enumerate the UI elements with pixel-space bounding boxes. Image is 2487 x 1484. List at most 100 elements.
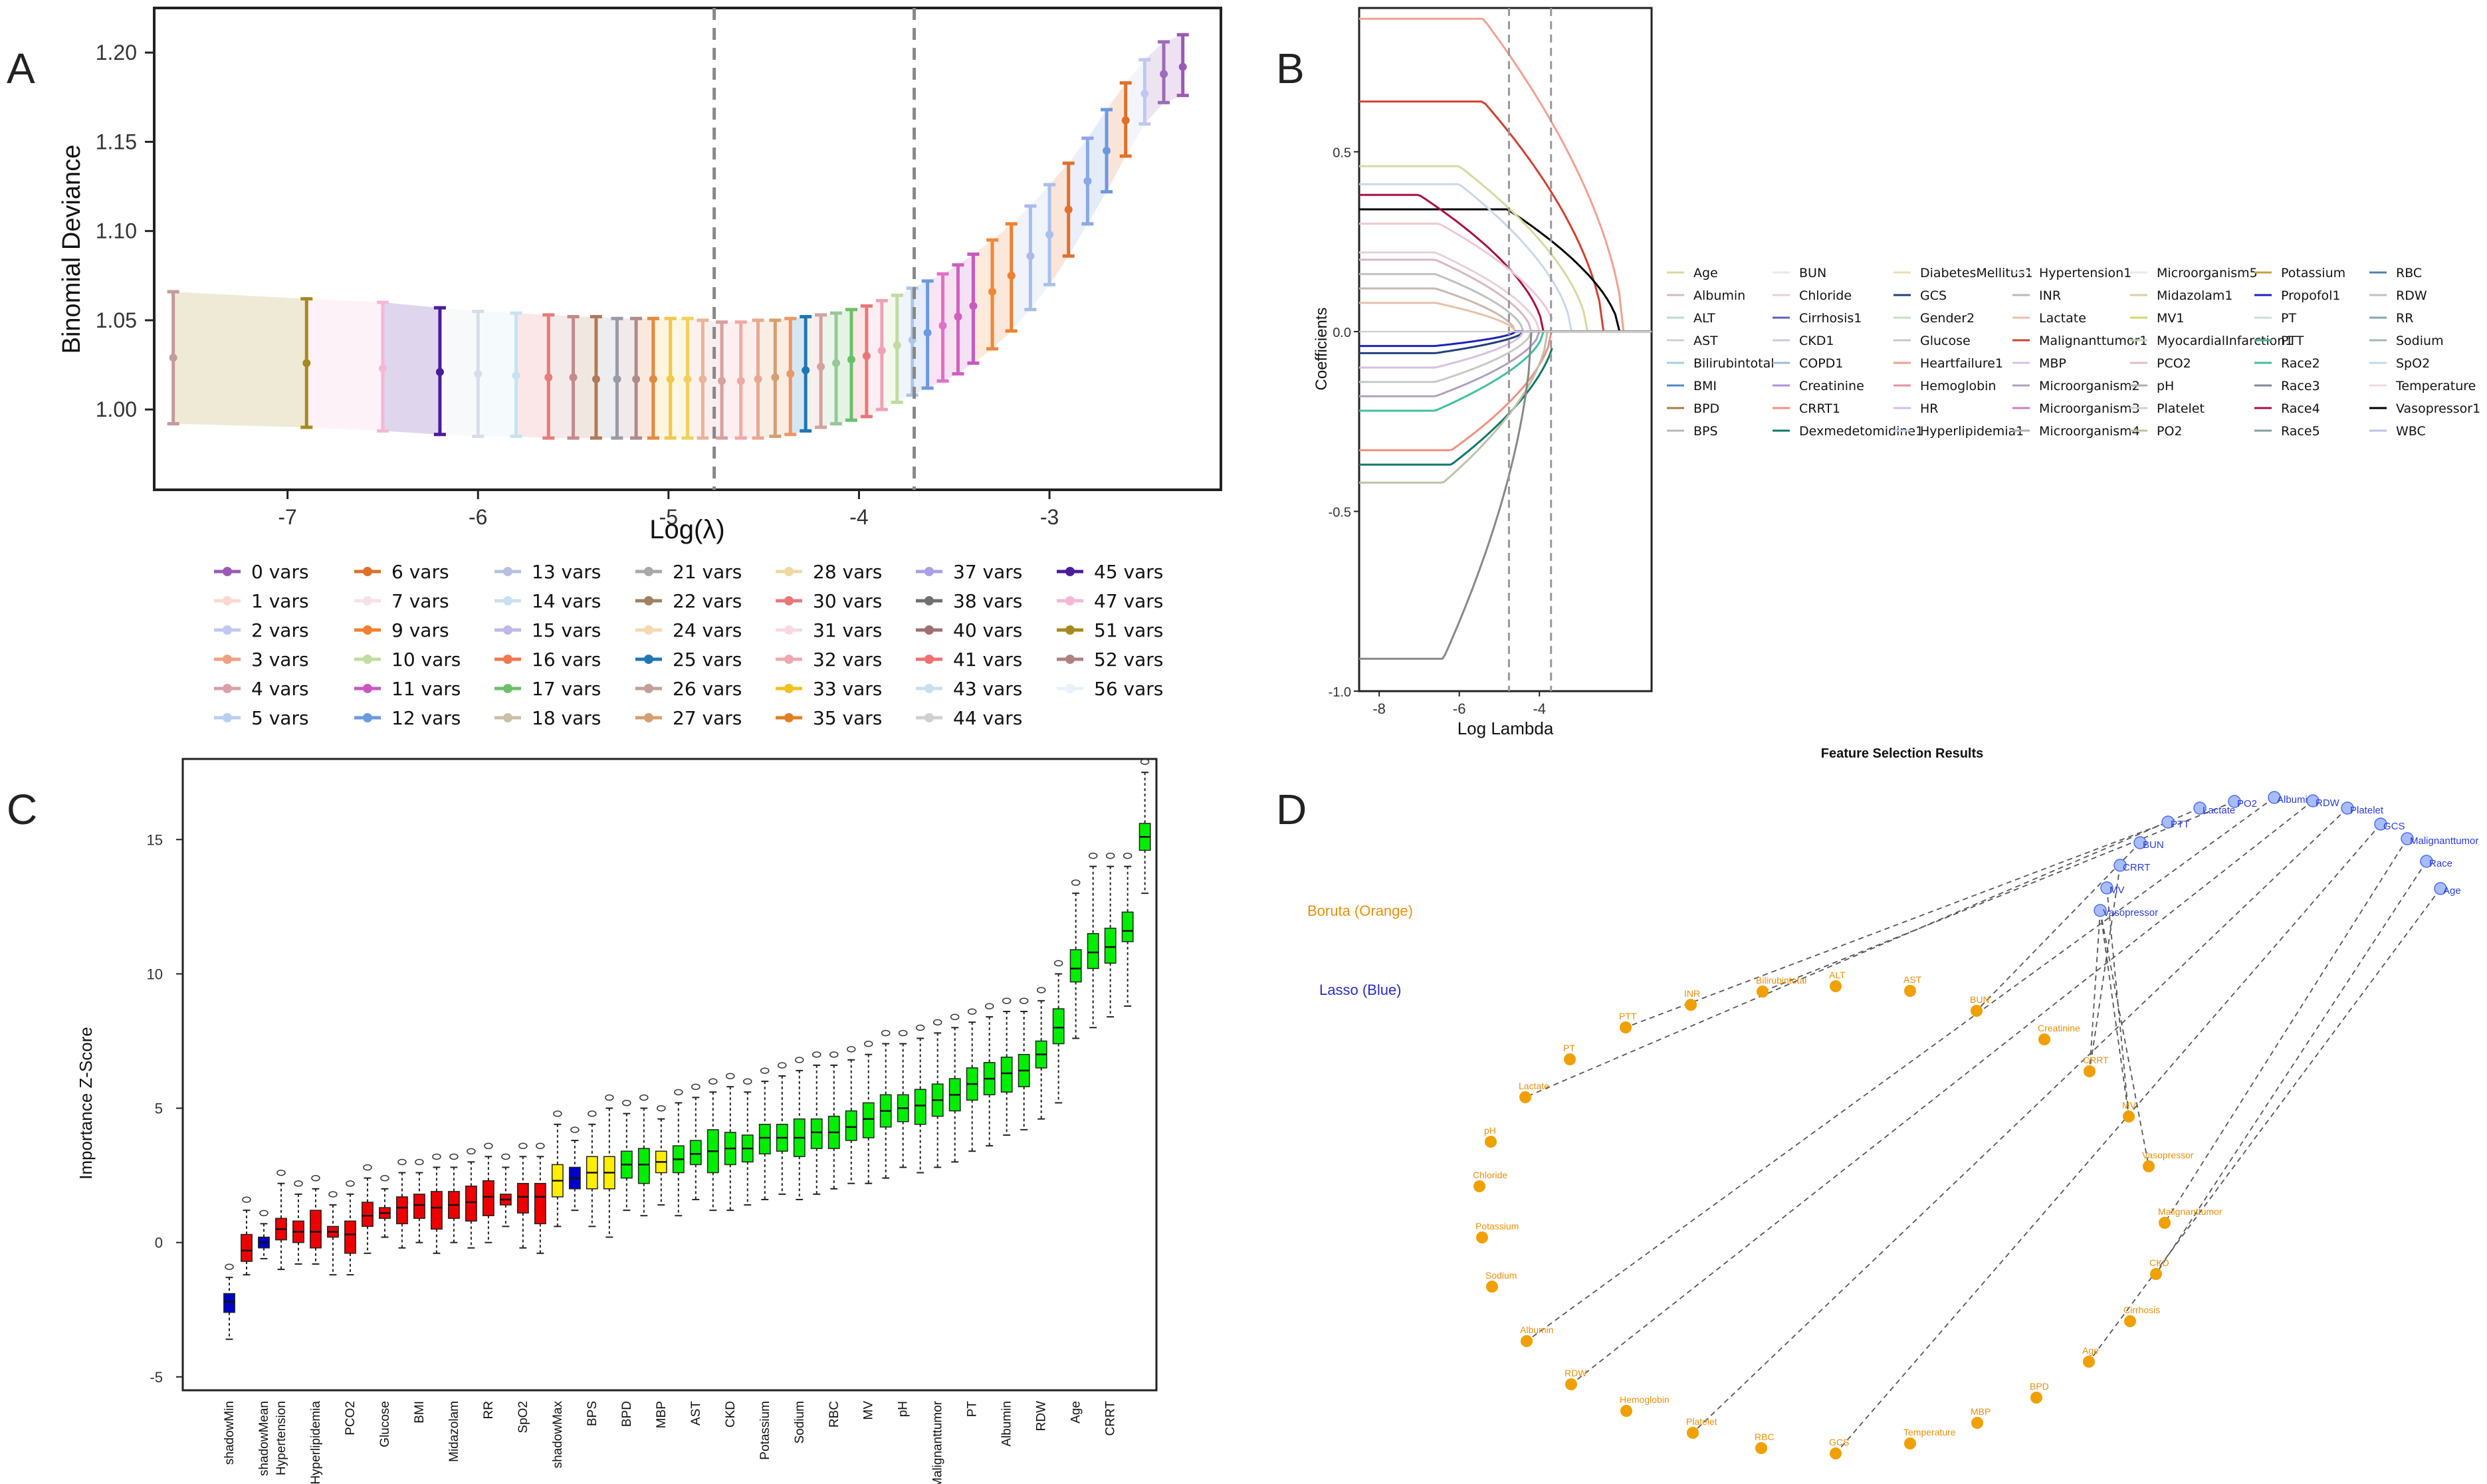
panel-c-letter: C — [7, 786, 37, 833]
legend-label: PO2 — [2157, 424, 2183, 439]
cv-point — [590, 315, 602, 440]
legend-label: Race2 — [2281, 356, 2320, 371]
network-edge — [1762, 801, 2235, 992]
outlier — [294, 1180, 303, 1187]
legend-swatch-dot — [223, 567, 232, 576]
outlier — [726, 1073, 735, 1079]
legend-label: Hyperlipidemia1 — [1920, 424, 2024, 439]
network-edge — [1835, 823, 2381, 1454]
boxplot — [1018, 998, 1030, 1130]
cv-band — [703, 320, 722, 439]
coef-path — [1359, 17, 1652, 333]
box-iqr — [637, 1148, 650, 1184]
boruta-node-dot — [1519, 1091, 1531, 1103]
y-tick-label: 1.00 — [96, 397, 137, 421]
box-iqr — [465, 1186, 477, 1222]
legend-label: RR — [2396, 311, 2413, 326]
network-edge — [2088, 888, 2441, 1362]
legend-label: 31 vars — [813, 619, 882, 641]
outlier — [708, 1078, 718, 1085]
cv-point — [752, 318, 764, 440]
cv-mean-dot — [893, 341, 901, 350]
outlier — [967, 1008, 977, 1015]
boruta-node-label: BPD — [2030, 1381, 2049, 1392]
boxplot: RBC — [827, 1051, 841, 1428]
legend-label: 56 vars — [1094, 678, 1163, 700]
legend-swatch-dot — [1065, 684, 1075, 693]
y-tick-label: 0.5 — [1333, 146, 1351, 160]
legend-label: 45 vars — [1094, 561, 1163, 583]
cv-mean-dot — [938, 321, 947, 330]
panel-a-legend: 0 vars 1 vars 2 vars 3 vars 4 vars 5 vars 6 va… — [214, 561, 1163, 729]
legend-entry: 27 vars — [635, 707, 742, 729]
network-edge — [1976, 842, 2141, 1011]
legend-label: Vasopressor1 — [2396, 401, 2480, 416]
coef-path — [1359, 272, 1652, 333]
cv-mean-dot — [632, 375, 641, 383]
boruta-node-label: Chloride — [1473, 1170, 1507, 1180]
boruta-node-label: Lactate — [1519, 1081, 1549, 1091]
legend-entry: 45 vars — [1057, 561, 1163, 583]
cv-mean-dot — [666, 375, 675, 383]
boxplot: shadowMin — [223, 1263, 237, 1465]
outlier — [518, 1142, 528, 1150]
legend-entry: Hemoglobin — [1893, 379, 1996, 393]
cv-point — [1043, 183, 1056, 286]
legend-entry: BPD — [1667, 401, 1719, 416]
outlier — [847, 1046, 856, 1053]
legend-entry: 13 vars — [494, 561, 601, 583]
boxplot: SpO2 — [516, 1142, 530, 1433]
coef-path — [1359, 251, 1652, 333]
boruta-node-dot — [2030, 1392, 2042, 1404]
legend-swatch-dot — [363, 684, 372, 693]
boruta-node-label: ALT — [1829, 970, 1846, 980]
x-tick-label: BPS — [586, 1401, 599, 1426]
legend-label: Dexmedetomidine1 — [1799, 424, 1923, 439]
x-tick-label: Glucose — [378, 1401, 392, 1447]
x-tick-label: Malignanttumor — [931, 1400, 945, 1484]
box-iqr — [413, 1194, 425, 1219]
cv-band — [516, 313, 549, 439]
x-tick-label: RDW — [1035, 1401, 1049, 1431]
legend-entry: Race3 — [2254, 379, 2320, 393]
legend-entry: 37 vars — [916, 561, 1022, 583]
boruta-node-dot — [1971, 1005, 1983, 1017]
outlier — [1071, 879, 1081, 886]
box-iqr — [534, 1182, 546, 1225]
boxplot — [465, 1148, 477, 1249]
legend-label: 1 vars — [251, 590, 309, 612]
box-iqr — [1000, 1056, 1013, 1093]
legend-entry: 32 vars — [776, 649, 882, 671]
lasso-node-label: CRRT — [2123, 862, 2150, 873]
boxplot: PCO2 — [344, 1180, 358, 1435]
legend-entry: RBC — [2369, 266, 2422, 280]
legend-swatch-dot — [1065, 596, 1075, 605]
lasso-node: Platelet — [2341, 801, 2384, 816]
cv-band — [617, 318, 637, 439]
outlier — [795, 1057, 804, 1063]
boruta-node: Creatinine — [2038, 1023, 2080, 1045]
legend-label: 24 vars — [673, 619, 742, 641]
boxplot — [637, 1094, 650, 1217]
boruta-node: Chloride — [1473, 1170, 1507, 1192]
legend-entry: Hypertension1 — [2012, 266, 2131, 280]
legend-label: Sodium — [2396, 334, 2444, 348]
legend-swatch-dot — [503, 567, 512, 576]
cv-point — [542, 313, 555, 440]
box-iqr — [1104, 927, 1117, 964]
legend-label: DiabetesMellitus1 — [1920, 266, 2033, 280]
legend-label: Microorganism4 — [2039, 424, 2140, 439]
legend-swatch-dot — [924, 596, 934, 605]
boxplot — [948, 1013, 961, 1163]
lasso-node: PO2 — [2228, 795, 2257, 809]
boruta-node-label: Hemoglobin — [1620, 1394, 1670, 1405]
legend-label: Malignanttumor1 — [2039, 334, 2147, 348]
box-iqr — [310, 1210, 322, 1249]
boruta-node-dot — [1971, 1417, 1983, 1429]
lasso-node-label: Albumin — [2277, 794, 2313, 805]
coef-path — [1359, 100, 1652, 333]
legend-label: 41 vars — [953, 649, 1022, 671]
lasso-node: Lactate — [2193, 801, 2235, 816]
lasso-node: GCS — [2374, 817, 2405, 832]
coef-path — [1359, 330, 1652, 348]
